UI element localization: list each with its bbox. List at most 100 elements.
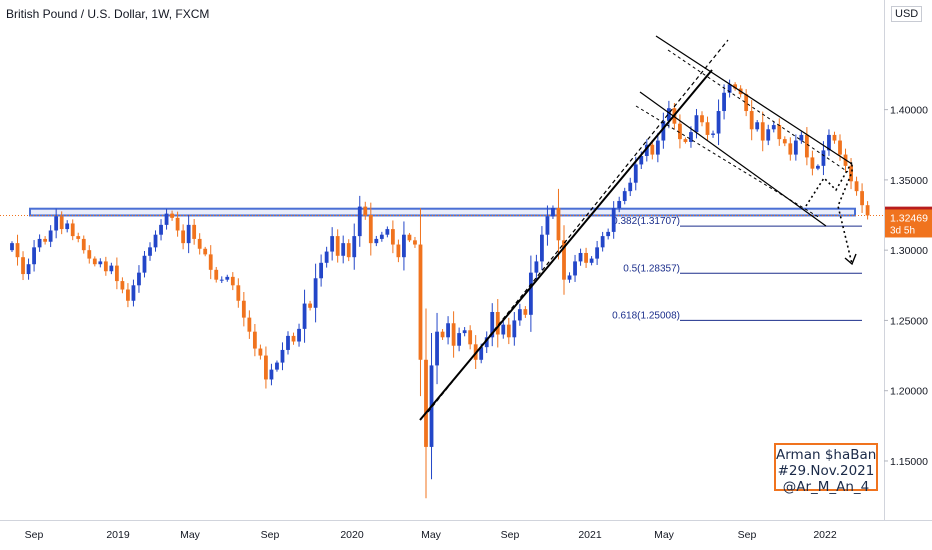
candle-body bbox=[595, 247, 600, 259]
candle-body bbox=[705, 122, 710, 135]
bid-label: 1.32469 bbox=[890, 212, 928, 224]
candle-body bbox=[827, 134, 831, 151]
y-tick-label-4: 1.35000 bbox=[890, 175, 928, 187]
candle-body bbox=[291, 335, 296, 342]
candle-body bbox=[32, 247, 36, 265]
candle-body bbox=[126, 289, 130, 301]
candle-body bbox=[771, 125, 776, 130]
candle-body bbox=[683, 139, 688, 142]
candle-body bbox=[777, 125, 782, 140]
candle-body bbox=[59, 216, 64, 230]
candle-body bbox=[48, 230, 53, 242]
currency-button[interactable]: USD bbox=[891, 6, 923, 22]
candle-body bbox=[821, 150, 826, 166]
x-tick-label-5: May bbox=[421, 529, 442, 541]
x-tick-label-3: Sep bbox=[261, 529, 280, 541]
candle-body bbox=[860, 191, 864, 206]
candle-body bbox=[114, 265, 119, 282]
candle-body bbox=[131, 285, 136, 301]
candle-body bbox=[219, 279, 224, 281]
candle-body bbox=[540, 234, 544, 262]
candle-body bbox=[766, 129, 771, 141]
y-tick-label-2: 1.25000 bbox=[890, 315, 928, 327]
candle-body bbox=[214, 269, 219, 280]
candle-body bbox=[694, 115, 699, 133]
candle-body bbox=[21, 257, 25, 275]
candle-body bbox=[838, 140, 842, 155]
candle-body bbox=[451, 323, 456, 346]
fib-label-0.382: 0.382(1.31707) bbox=[612, 216, 680, 227]
candle-body bbox=[633, 164, 638, 183]
candle-body bbox=[335, 236, 340, 256]
candle-body bbox=[407, 234, 412, 241]
bid-tag bbox=[885, 209, 932, 238]
rising-trendline-dashed bbox=[427, 39, 729, 413]
candle-body bbox=[816, 165, 820, 169]
candle-body bbox=[385, 229, 390, 235]
candle-body bbox=[501, 324, 506, 335]
candle-body bbox=[523, 309, 528, 315]
x-tick-label-1: 2019 bbox=[106, 529, 130, 541]
candle-body bbox=[258, 348, 263, 356]
candle-body bbox=[170, 213, 174, 218]
candle-body bbox=[186, 224, 191, 244]
candle-body bbox=[744, 94, 749, 112]
fib-label-0.5: 0.5(1.28357) bbox=[623, 263, 680, 274]
candle-body bbox=[54, 216, 59, 231]
channel-lower-line bbox=[639, 91, 827, 227]
candle-body bbox=[379, 234, 384, 239]
candle-body bbox=[528, 272, 533, 315]
candle-body bbox=[247, 317, 252, 332]
candle-body bbox=[148, 247, 152, 256]
candle-body bbox=[782, 139, 787, 144]
candle-body bbox=[341, 243, 346, 256]
candle-body bbox=[689, 132, 693, 142]
candle-body bbox=[567, 275, 572, 280]
candle-body bbox=[390, 229, 395, 245]
candle-body bbox=[457, 333, 462, 346]
candle-body bbox=[678, 123, 682, 140]
candle-body bbox=[346, 243, 351, 258]
candle-body bbox=[120, 281, 125, 290]
plot-area bbox=[0, 0, 884, 520]
candle-body bbox=[584, 252, 588, 263]
candle-body bbox=[286, 335, 290, 350]
candle-body bbox=[462, 330, 467, 334]
candle-body bbox=[363, 206, 368, 216]
candle-body bbox=[330, 236, 335, 252]
x-tick-label-7: 2021 bbox=[578, 529, 602, 541]
candle-body bbox=[562, 240, 566, 280]
candle-body bbox=[755, 122, 760, 130]
candle-body bbox=[644, 144, 649, 156]
candle-body bbox=[733, 84, 738, 89]
candle-body bbox=[611, 208, 616, 232]
candle-body bbox=[252, 331, 257, 349]
candle-body bbox=[153, 234, 158, 248]
candle-body bbox=[352, 236, 357, 258]
y-tick-label-3: 1.30000 bbox=[890, 245, 928, 257]
candle-body bbox=[650, 144, 655, 155]
candle-body bbox=[396, 244, 401, 258]
candle-body bbox=[192, 224, 197, 239]
x-tick-label-8: May bbox=[654, 529, 675, 541]
candle-body bbox=[446, 323, 450, 338]
candle-body bbox=[495, 312, 500, 335]
candle-body bbox=[556, 208, 561, 241]
candle-body bbox=[413, 240, 417, 245]
candle-body bbox=[628, 182, 633, 192]
x-tick-label-9: Sep bbox=[738, 529, 757, 541]
candle-body bbox=[578, 252, 583, 262]
candle-body bbox=[440, 331, 445, 338]
x-tick-label-4: 2020 bbox=[340, 529, 364, 541]
candle-body bbox=[203, 248, 208, 255]
signature-box: Arman $haBan #29.Nov.2021 @Ar_M_An_4 bbox=[774, 443, 878, 495]
candle-body bbox=[804, 134, 809, 158]
candle-body bbox=[43, 238, 48, 242]
candle-body bbox=[589, 258, 594, 263]
candle-body bbox=[10, 243, 14, 251]
candle-body bbox=[225, 276, 230, 280]
candle-body bbox=[573, 261, 577, 276]
candle-body bbox=[506, 324, 511, 338]
candle-body bbox=[319, 262, 324, 279]
